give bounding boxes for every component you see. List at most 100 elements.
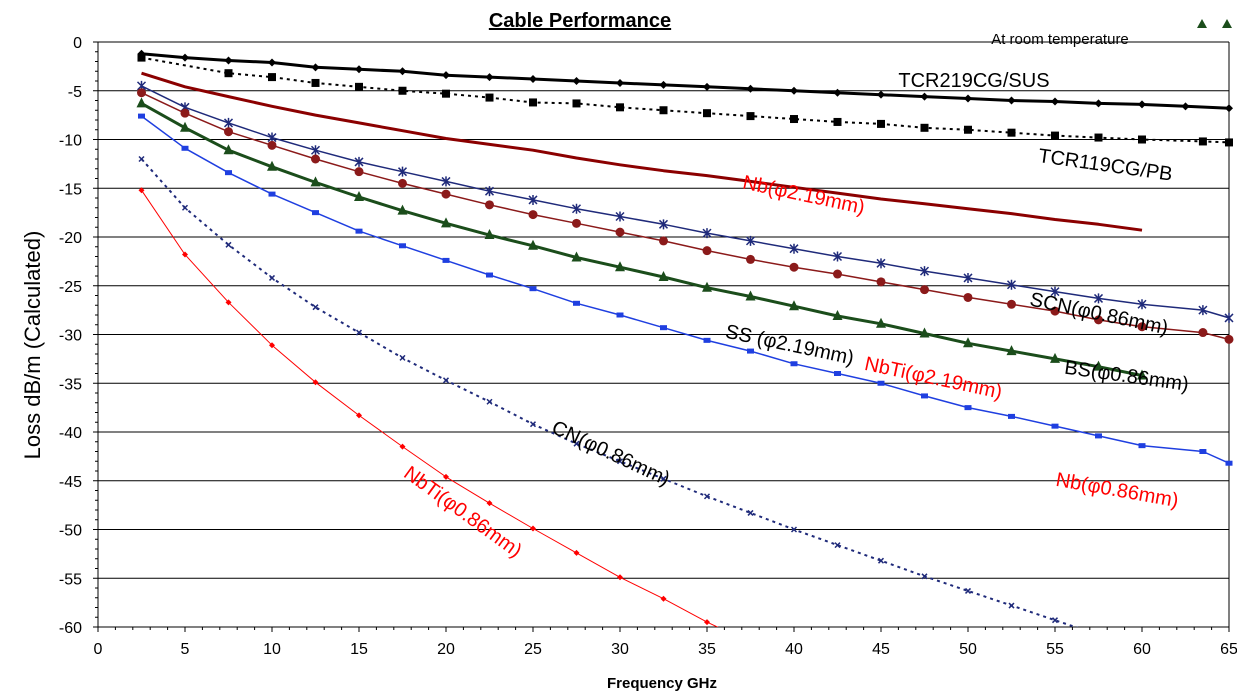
- data-point: [615, 227, 625, 237]
- data-point: [789, 243, 799, 254]
- data-point: [397, 166, 408, 177]
- data-point: [355, 82, 363, 91]
- data-point: [659, 106, 668, 115]
- series-5: [136, 97, 1147, 380]
- series-clip: [136, 49, 1234, 627]
- data-point: [484, 229, 495, 240]
- series-line: [141, 52, 1230, 110]
- data-point: [702, 228, 712, 239]
- data-point: [920, 285, 929, 295]
- data-point: [443, 473, 449, 480]
- data-point: [529, 98, 537, 107]
- data-point: [876, 277, 886, 287]
- data-point: [919, 327, 930, 338]
- data-point: [225, 241, 232, 248]
- data-point: [529, 75, 537, 84]
- data-point: [1198, 328, 1208, 338]
- series-line: [140, 102, 1143, 377]
- data-point: [572, 218, 581, 228]
- data-point: [1138, 135, 1146, 144]
- data-point: [1051, 423, 1059, 429]
- data-point: [833, 269, 842, 279]
- y-tick-label: -30: [59, 328, 82, 345]
- data-point: [573, 549, 580, 556]
- data-point: [1093, 360, 1104, 371]
- data-point: [1006, 279, 1017, 290]
- data-point: [1225, 104, 1233, 113]
- data-point: [616, 103, 624, 112]
- data-point: [1051, 617, 1059, 624]
- data-point: [399, 243, 406, 249]
- y-tick-label: -15: [59, 181, 82, 198]
- data-point: [1199, 449, 1207, 454]
- data-point: [398, 86, 407, 95]
- data-point: [442, 377, 450, 384]
- data-point: [138, 113, 145, 119]
- series-8: [138, 187, 719, 627]
- data-point: [573, 300, 580, 306]
- series-annotation: TCR119CG/PB: [1037, 145, 1174, 186]
- data-point: [658, 219, 669, 230]
- data-point: [790, 526, 798, 533]
- series-6: [138, 113, 1233, 466]
- data-point: [355, 65, 363, 74]
- data-point: [659, 80, 668, 89]
- data-point: [1137, 369, 1147, 380]
- data-point: [789, 262, 799, 272]
- data-point: [224, 127, 233, 137]
- data-point: [963, 272, 973, 283]
- data-point: [1138, 443, 1146, 449]
- y-axis-label: Loss dB/m (Calculated): [20, 231, 45, 460]
- data-point: [268, 58, 276, 67]
- data-point: [354, 167, 364, 177]
- data-point: [1006, 345, 1017, 356]
- data-point: [182, 251, 188, 258]
- data-point: [1050, 286, 1060, 297]
- data-point: [223, 144, 234, 155]
- data-point: [963, 337, 973, 348]
- data-point: [485, 93, 494, 102]
- data-point: [1094, 315, 1103, 325]
- data-point: [138, 187, 145, 194]
- data-point: [398, 178, 407, 188]
- data-point: [1095, 433, 1102, 439]
- data-point: [660, 325, 667, 331]
- series-line: [140, 158, 1079, 627]
- data-point: [484, 186, 495, 197]
- data-point: [528, 194, 538, 205]
- series-3: [136, 80, 1234, 323]
- data-point: [703, 493, 711, 500]
- data-point: [877, 119, 885, 128]
- data-point: [659, 236, 668, 246]
- data-point: [834, 371, 841, 376]
- data-point: [180, 108, 190, 118]
- data-point: [1094, 133, 1103, 142]
- data-point: [267, 140, 277, 150]
- data-point: [312, 379, 319, 386]
- legend-marker: [1222, 19, 1232, 28]
- data-point: [1225, 460, 1233, 466]
- data-point: [1138, 100, 1146, 109]
- data-point: [790, 361, 798, 367]
- data-point: [1050, 352, 1060, 363]
- data-point: [224, 56, 233, 65]
- data-point: [223, 117, 234, 128]
- y-tick-label: -50: [59, 523, 82, 540]
- x-tick-label: 45: [872, 641, 890, 658]
- data-point: [530, 525, 536, 532]
- x-tick-label: 10: [263, 641, 281, 658]
- data-point: [703, 109, 711, 118]
- data-point: [310, 176, 321, 187]
- data-point: [920, 123, 929, 132]
- data-point: [529, 421, 537, 428]
- data-point: [573, 440, 580, 447]
- data-point: [354, 191, 364, 202]
- data-point: [442, 257, 450, 263]
- data-point: [268, 73, 276, 82]
- data-point: [486, 398, 493, 405]
- ticks-layer: 0 5 10 15 20 25 30 35 40 45 50 55 60 65 0 -5 -10 -15 -20 -2…: [59, 35, 1237, 658]
- y-tick-label: -35: [59, 376, 82, 393]
- data-point: [1137, 322, 1147, 332]
- data-point: [964, 405, 972, 411]
- data-point: [1007, 96, 1016, 105]
